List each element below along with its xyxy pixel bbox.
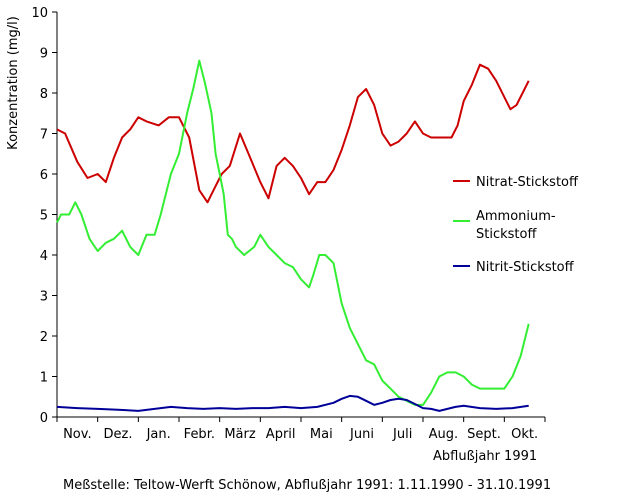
y-tick-label: 2 (40, 330, 48, 345)
x-tick-label: Nov. (63, 427, 92, 442)
x-tick-label: Dez. (104, 427, 133, 442)
series-lines (56, 59, 530, 412)
legend-label-nitrat: Nitrat-Stickstoff (476, 175, 579, 190)
legend-label-ammonium-line1: Ammonium- (476, 209, 556, 224)
y-tick-label: 6 (40, 168, 48, 183)
x-tick-label: Aug. (429, 427, 459, 442)
y-axis-title: Konzentration (mg/l) (6, 16, 21, 150)
x-tick-label: Juni (349, 427, 374, 442)
y-tick-label: 8 (40, 87, 48, 102)
x-tick-label: Juli (392, 427, 412, 442)
y-tick-label: 5 (40, 209, 48, 224)
legend: Nitrat-Stickstoff Ammonium- Stickstoff N… (453, 175, 579, 275)
x-ticks: Nov. Dez. Jan. Febr. März April Mai Juni Juli Aug… (56, 417, 546, 442)
y-tick-label: 3 (40, 290, 48, 305)
y-ticks: 0 1 2 3 4 5 6 7 8 9 10 (31, 6, 57, 426)
x-axis-title: Abflußjahr 1991 (433, 449, 537, 464)
legend-label-nitrit: Nitrit-Stickstoff (476, 260, 575, 275)
y-tick-label: 0 (40, 411, 48, 426)
y-tick-label: 1 (40, 371, 48, 386)
x-tick-label: März (224, 427, 256, 442)
axes (56, 12, 545, 418)
y-tick-label: 4 (40, 249, 48, 264)
x-tick-label: Sept. (467, 427, 501, 442)
x-tick-label: Febr. (184, 427, 215, 442)
x-tick-label: Okt. (511, 427, 538, 442)
series-line-ammonium (56, 59, 530, 406)
y-tick-label: 10 (31, 6, 48, 21)
y-tick-label: 7 (40, 128, 48, 143)
footer-caption: Meßstelle: Teltow-Werft Schönow, Abflußj… (63, 478, 551, 493)
x-tick-label: Jan. (146, 427, 171, 442)
legend-label-ammonium-line2: Stickstoff (476, 227, 537, 242)
x-tick-label: Mai (310, 427, 333, 442)
y-tick-label: 9 (40, 47, 48, 62)
x-tick-label: April (266, 427, 296, 442)
series-line-nitrit (56, 394, 529, 412)
series-line-nitrat (56, 63, 530, 204)
